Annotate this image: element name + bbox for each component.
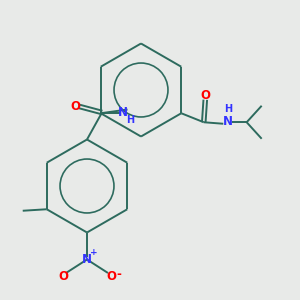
Text: N: N <box>223 115 233 128</box>
Text: O: O <box>58 269 68 283</box>
Text: -: - <box>117 268 122 281</box>
Text: H: H <box>126 115 135 125</box>
Text: N: N <box>118 106 128 119</box>
Text: +: + <box>90 248 98 257</box>
Text: H: H <box>224 104 232 114</box>
Text: O: O <box>200 89 210 102</box>
Text: O: O <box>70 100 80 113</box>
Text: O: O <box>106 269 116 283</box>
Text: N: N <box>82 253 92 266</box>
